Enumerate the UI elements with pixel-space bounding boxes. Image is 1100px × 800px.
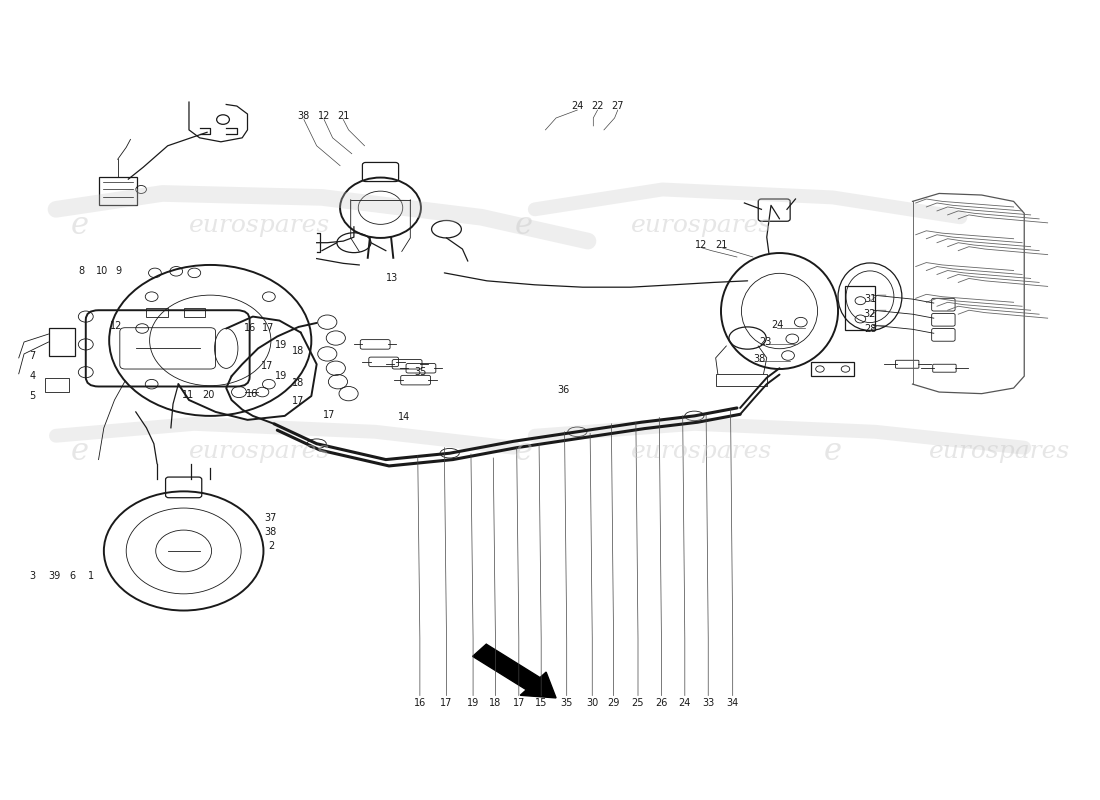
Text: 24: 24 [771,320,783,330]
Text: 33: 33 [702,698,714,709]
Text: 3: 3 [30,571,35,582]
Text: 28: 28 [864,324,876,334]
Text: eurospares: eurospares [189,440,330,463]
Text: 35: 35 [415,367,427,377]
Text: 11: 11 [182,390,194,400]
Text: 39: 39 [48,571,60,582]
Text: 16: 16 [414,698,426,709]
Text: 19: 19 [275,340,288,350]
Text: 8: 8 [78,266,85,275]
Text: 29: 29 [607,698,619,709]
Text: 34: 34 [727,698,739,709]
Text: 10: 10 [96,266,108,275]
Text: 18: 18 [293,346,305,356]
Text: 21: 21 [715,240,727,250]
Text: eurospares: eurospares [630,214,772,237]
Text: 17: 17 [513,698,525,709]
Text: 13: 13 [386,274,398,283]
Text: 6: 6 [69,571,75,582]
Text: 24: 24 [571,101,583,111]
Text: 18: 18 [490,698,502,709]
Text: e: e [70,436,88,467]
Text: 19: 19 [466,698,480,709]
Text: 22: 22 [592,101,604,111]
FancyArrow shape [473,644,557,698]
Text: e: e [515,210,534,241]
Text: eurospares: eurospares [630,440,772,463]
Text: 36: 36 [558,386,570,395]
Text: 16: 16 [243,323,256,334]
Text: 24: 24 [679,698,691,709]
Text: 7: 7 [30,351,35,362]
Text: 14: 14 [398,413,410,422]
Text: e: e [70,210,88,241]
Text: 38: 38 [298,110,310,121]
Text: 12: 12 [110,321,123,331]
Text: 17: 17 [323,410,336,420]
Text: 16: 16 [245,389,257,398]
Text: 25: 25 [631,698,645,709]
Text: 17: 17 [293,396,305,406]
Text: 12: 12 [694,240,707,250]
Text: 38: 38 [754,354,766,364]
Text: 21: 21 [337,110,350,121]
Text: 19: 19 [275,371,288,381]
Text: 17: 17 [262,323,274,334]
Text: 26: 26 [656,698,668,709]
Text: 37: 37 [265,513,277,522]
Text: 27: 27 [612,101,624,111]
Text: 23: 23 [759,337,772,347]
Text: eurospares: eurospares [928,440,1069,463]
Text: 32: 32 [864,309,876,319]
Text: 4: 4 [30,371,35,381]
Text: e: e [824,436,842,467]
Text: eurospares: eurospares [189,214,330,237]
Text: 15: 15 [535,698,548,709]
Text: 9: 9 [116,266,122,275]
Text: 30: 30 [586,698,598,709]
Text: 1: 1 [88,571,95,582]
Text: 2: 2 [267,541,274,551]
Text: 12: 12 [318,110,330,121]
Text: 17: 17 [261,361,273,371]
Text: 18: 18 [293,378,305,387]
Text: 5: 5 [30,391,35,401]
Text: 20: 20 [202,390,215,400]
Text: 38: 38 [265,527,277,537]
Text: 35: 35 [561,698,573,709]
Text: 17: 17 [440,698,453,709]
Text: 31: 31 [864,294,876,304]
Text: e: e [515,436,534,467]
